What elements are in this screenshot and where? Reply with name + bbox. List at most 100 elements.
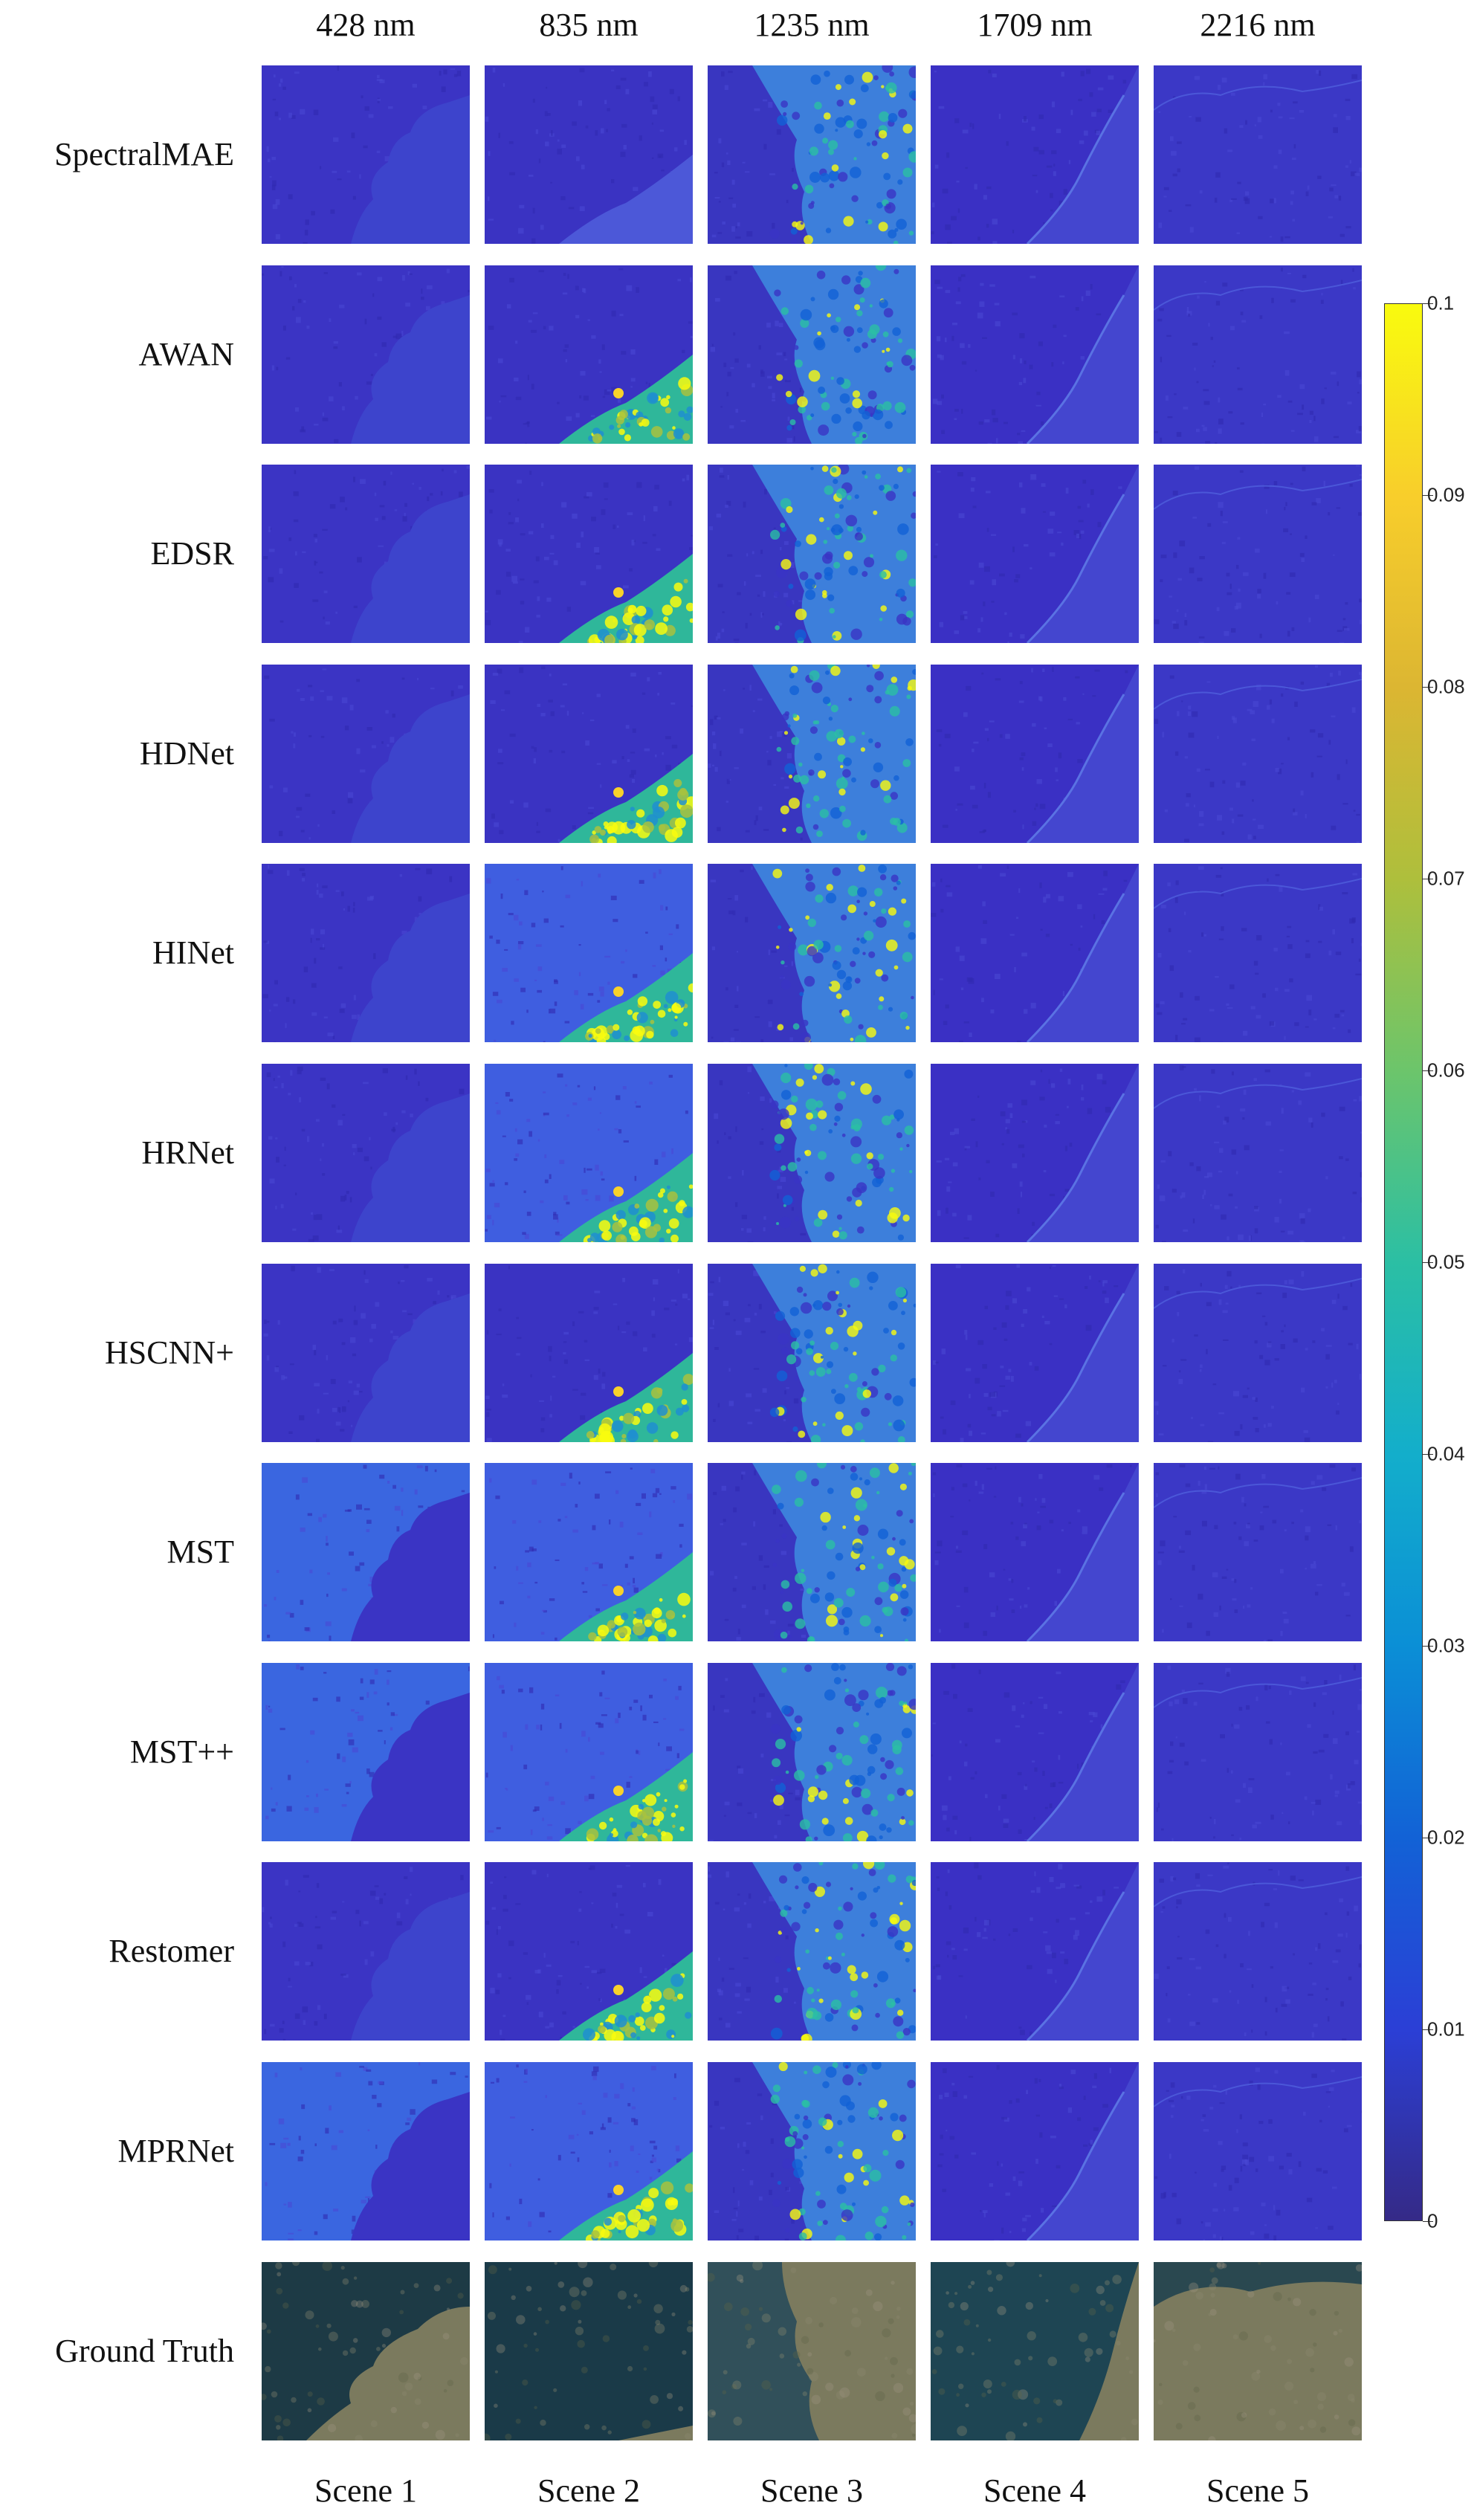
error-map-tile — [1154, 2062, 1362, 2240]
error-map-tile — [931, 265, 1139, 444]
row-label-awan: AWAN — [138, 335, 234, 372]
colorbar-tick-label: 0 — [1427, 2209, 1438, 2232]
error-map-svg — [931, 1263, 1139, 1442]
error-map-svg — [262, 65, 470, 244]
error-map-tile — [485, 664, 693, 843]
error-map-svg — [1154, 1862, 1362, 2041]
scene-label-3: Scene 3 — [760, 2472, 864, 2509]
ground-truth-tile — [708, 2261, 916, 2440]
error-map-svg — [485, 65, 693, 244]
row-label-spectralmae: SpectralMAE — [54, 136, 234, 172]
error-map-tile — [485, 1064, 693, 1242]
error-map-svg — [1154, 864, 1362, 1043]
error-map-svg — [262, 664, 470, 843]
error-map-tile — [485, 65, 693, 244]
column-header-428-nm: 428 nm — [316, 7, 416, 43]
row-label-mprnet: MPRNet — [117, 2133, 234, 2169]
error-map-svg — [485, 864, 693, 1043]
error-map-tile — [931, 1862, 1139, 2041]
error-map-tile — [708, 1263, 916, 1442]
error-map-svg — [485, 1862, 693, 2041]
error-map-tile — [708, 1463, 916, 1642]
error-map-svg — [1154, 2062, 1362, 2240]
column-header-1235-nm: 1235 nm — [754, 7, 870, 43]
row-label-mst: MST — [167, 1534, 234, 1571]
error-map-svg — [708, 1463, 916, 1642]
ground-truth-image-svg — [485, 2261, 693, 2440]
colorbar-tick-label: 0.08 — [1427, 675, 1465, 698]
error-map-tile — [931, 1263, 1139, 1442]
error-map-svg — [931, 1862, 1139, 2041]
error-map-svg — [262, 1662, 470, 1841]
error-map-svg — [931, 1463, 1139, 1642]
colorbar-tick-label: 0.1 — [1427, 291, 1455, 314]
colorbar-tick-label: 0.04 — [1427, 1442, 1465, 1465]
error-map-tile — [1154, 465, 1362, 644]
colorbar-tick — [1423, 1262, 1433, 1263]
ground-truth-tile — [931, 2261, 1139, 2440]
error-map-svg — [485, 1463, 693, 1642]
row-label-hscnn-: HSCNN+ — [105, 1334, 234, 1371]
error-map-svg — [262, 465, 470, 644]
error-map-tile — [931, 1463, 1139, 1642]
error-map-svg — [262, 1263, 470, 1442]
error-map-svg — [262, 265, 470, 444]
error-map-svg — [1154, 265, 1362, 444]
error-map-svg — [931, 65, 1139, 244]
scene-label-4: Scene 4 — [983, 2472, 1087, 2509]
error-map-svg — [708, 65, 916, 244]
error-map-svg — [931, 664, 1139, 843]
colorbar-tick — [1423, 1454, 1433, 1455]
error-map-svg — [485, 664, 693, 843]
error-map-tile — [262, 465, 470, 644]
error-map-tile — [708, 1662, 916, 1841]
error-map-tile — [485, 864, 693, 1043]
error-map-svg — [485, 1662, 693, 1841]
colorbar-tick — [1423, 1646, 1433, 1647]
column-header-1709-nm: 1709 nm — [977, 7, 1093, 43]
error-map-tile — [931, 1662, 1139, 1841]
colorbar-tick — [1423, 303, 1433, 304]
error-map-svg — [708, 265, 916, 444]
colorbar — [1384, 303, 1423, 2221]
row-label-mst-: MST++ — [129, 1733, 234, 1770]
error-map-tile — [1154, 864, 1362, 1043]
error-map-tile — [262, 2062, 470, 2240]
error-map-tile — [1154, 65, 1362, 244]
row-label-hinet: HINet — [152, 934, 234, 972]
error-map-tile — [1154, 1263, 1362, 1442]
error-map-svg — [262, 864, 470, 1043]
error-map-svg — [262, 1862, 470, 2041]
error-map-tile — [485, 1263, 693, 1442]
error-map-tile — [931, 465, 1139, 644]
error-map-tile — [708, 864, 916, 1043]
error-map-svg — [1154, 465, 1362, 644]
error-map-tile — [931, 864, 1139, 1043]
row-label-edsr: EDSR — [150, 535, 234, 572]
error-map-tile — [262, 864, 470, 1043]
error-map-tile — [708, 65, 916, 244]
error-map-svg — [708, 864, 916, 1043]
error-map-tile — [262, 664, 470, 843]
error-map-tile — [931, 65, 1139, 244]
error-map-tile — [485, 2062, 693, 2240]
error-map-svg — [708, 465, 916, 644]
ground-truth-tile — [485, 2261, 693, 2440]
ground-truth-image-svg — [1154, 2261, 1362, 2440]
error-map-tile — [485, 1862, 693, 2041]
error-map-tile — [708, 1064, 916, 1242]
error-map-tile — [485, 265, 693, 444]
error-map-tile — [708, 1862, 916, 2041]
error-map-tile — [708, 664, 916, 843]
error-map-svg — [931, 2062, 1139, 2240]
column-header-2216-nm: 2216 nm — [1200, 7, 1316, 43]
error-map-tile — [262, 1263, 470, 1442]
error-map-svg — [931, 465, 1139, 644]
colorbar-tick-label: 0.01 — [1427, 2017, 1465, 2041]
error-map-svg — [708, 664, 916, 843]
error-map-tile — [931, 1064, 1139, 1242]
error-map-tile — [931, 2062, 1139, 2240]
colorbar-tick — [1423, 1070, 1433, 1071]
error-map-tile — [708, 2062, 916, 2240]
